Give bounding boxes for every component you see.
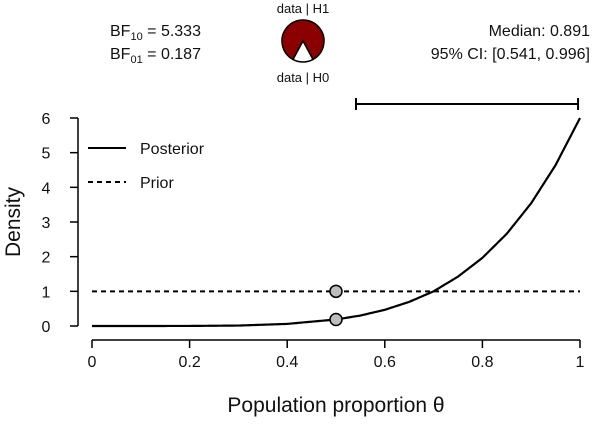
- pie-label-h1: data | H1: [277, 1, 330, 16]
- y-tick-label: 1: [42, 284, 51, 301]
- pie-slice-h0: [291, 39, 315, 63]
- ci-text: 95% CI: [0.541, 0.996]: [431, 46, 590, 63]
- x-axis-title: Population proportion θ: [227, 394, 444, 417]
- y-tick-label: 3: [42, 215, 51, 232]
- points-layer: [329, 284, 343, 327]
- data-point: [329, 312, 343, 327]
- y-tick-label: 6: [42, 111, 51, 128]
- x-tick-label: 0.2: [178, 354, 200, 371]
- x-tick-label: 0.6: [374, 354, 396, 371]
- bf01-text: BF01 = 0.187: [110, 46, 201, 66]
- probability-wheel: [281, 19, 325, 63]
- x-tick-label: 1: [576, 354, 585, 371]
- pie-label-h0: data | H0: [277, 70, 330, 85]
- legend-label-posterior: Posterior: [140, 141, 205, 158]
- y-tick-label: 0: [42, 319, 51, 336]
- bf10-text: BF10 = 5.333: [110, 23, 201, 43]
- x-tick-label: 0: [88, 354, 97, 371]
- y-tick-label: 2: [42, 250, 51, 267]
- y-axis-title: Density: [2, 186, 25, 257]
- x-tick-label: 0.8: [471, 354, 493, 371]
- legend-label-prior: Prior: [140, 175, 174, 192]
- y-axis: 0 1 2 3 4 5 6: [42, 111, 79, 336]
- y-tick-label: 5: [42, 146, 51, 163]
- data-point: [329, 284, 343, 299]
- credible-interval-bar: [355, 98, 580, 110]
- x-axis: 0 0.2 0.4 0.6 0.8 1: [88, 339, 585, 371]
- median-text: Median: 0.891: [489, 23, 591, 40]
- x-tick-label: 0.4: [276, 354, 298, 371]
- y-tick-label: 4: [42, 180, 51, 197]
- legend: Posterior Prior: [88, 141, 205, 192]
